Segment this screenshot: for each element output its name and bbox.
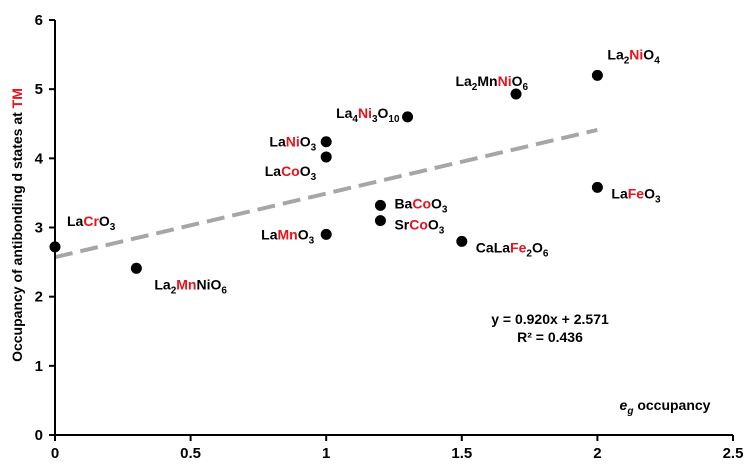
data-point: [510, 88, 522, 100]
point-label: SrCoO3: [394, 217, 444, 237]
data-point: [320, 228, 332, 240]
point-label: La4Ni3O10: [336, 105, 400, 125]
x-tick-label: 2: [593, 445, 601, 461]
trendline: [54, 127, 598, 260]
data-point: [402, 111, 414, 123]
point-label: LaCoO3: [265, 163, 317, 183]
y-tick-label: 4: [35, 150, 44, 167]
x-tick-label: 0.5: [180, 445, 201, 461]
data-point: [320, 151, 332, 163]
points-group: [49, 69, 603, 274]
y-tick-label: 2: [35, 289, 43, 306]
point-label: CaLaFe2O6: [476, 239, 549, 259]
y-tick-label: 3: [35, 220, 43, 237]
data-point: [374, 215, 386, 227]
point-label: BaCoO3: [394, 195, 447, 215]
data-point: [591, 181, 603, 193]
point-label: LaMnO3: [261, 226, 314, 246]
point-label: La2MnNiO6: [455, 73, 528, 93]
trendline-group: [54, 127, 598, 260]
point-label: LaFeO3: [611, 185, 661, 205]
x-tick-label: 1.5: [451, 445, 472, 461]
data-point: [591, 69, 603, 81]
point-label: La2NiO4: [607, 46, 660, 66]
data-point: [320, 136, 332, 148]
x-axis-label: eg occupancy: [620, 397, 711, 417]
data-point: [49, 241, 61, 253]
data-point: [456, 235, 468, 247]
x-tick-label: 2.5: [723, 445, 744, 461]
y-tick-label: 6: [35, 12, 43, 29]
point-label: LaNiO3: [269, 134, 316, 154]
x-tick-label: 1: [322, 445, 330, 461]
r-squared-label: R² = 0.436: [517, 329, 583, 345]
point-label: La2MnNiO6: [154, 276, 227, 296]
x-tick-label: 0: [51, 445, 59, 461]
trendline-equation: y = 0.920x + 2.571: [491, 311, 609, 327]
data-point: [374, 199, 386, 211]
data-point: [130, 262, 142, 274]
y-tick-label: 1: [35, 358, 43, 375]
point-labels-group: LaCrO3 La2MnNiO6 LaNiO3 LaCoO3 LaMnO3 BaCoO3S…: [67, 46, 661, 296]
y-tick-label: 0: [35, 427, 43, 444]
y-tick-label: 5: [35, 81, 43, 98]
y-axis-label: Occupancy of antibonding d states at TM: [9, 88, 25, 362]
point-label: LaCrO3: [67, 213, 116, 233]
axes-group: 0 0.5 1 1.5 2 2.5 0 1 2 3 4 5 6: [35, 12, 744, 462]
